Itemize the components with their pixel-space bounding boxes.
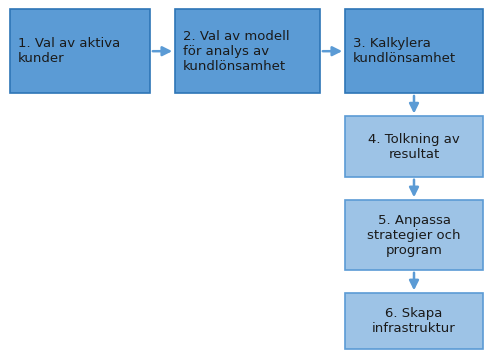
FancyBboxPatch shape: [345, 200, 483, 270]
FancyBboxPatch shape: [345, 293, 483, 349]
Text: 5. Anpassa
strategier och
program: 5. Anpassa strategier och program: [367, 213, 461, 257]
FancyBboxPatch shape: [175, 9, 320, 93]
Text: 4. Tolkning av
resultat: 4. Tolkning av resultat: [368, 132, 460, 160]
Text: 3. Kalkylera
kundlönsamhet: 3. Kalkylera kundlönsamhet: [353, 37, 456, 65]
FancyBboxPatch shape: [345, 117, 483, 177]
Text: 2. Val av modell
för analys av
kundlönsamhet: 2. Val av modell för analys av kundlönsa…: [183, 30, 290, 73]
Text: 6. Skapa
infrastruktur: 6. Skapa infrastruktur: [372, 307, 456, 335]
Text: 1. Val av aktiva
kunder: 1. Val av aktiva kunder: [18, 37, 120, 65]
FancyBboxPatch shape: [345, 9, 483, 93]
FancyBboxPatch shape: [10, 9, 150, 93]
